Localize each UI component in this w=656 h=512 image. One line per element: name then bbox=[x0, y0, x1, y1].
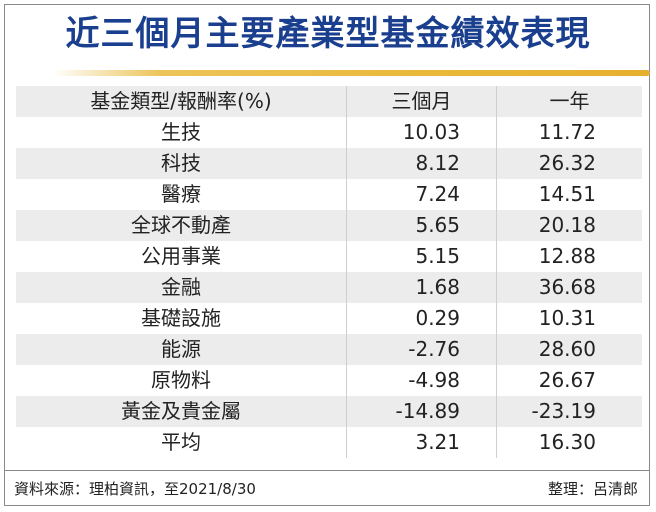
page-title: 近三個月主要產業型基金績效表現 bbox=[65, 14, 591, 54]
title-underline bbox=[52, 70, 650, 76]
fund-type-cell: 科技 bbox=[161, 151, 201, 175]
table-header-row: 基金類型/報酬率(%) 三個月 一年 bbox=[16, 86, 642, 117]
table-row-average: 平均 3.21 16.30 bbox=[16, 427, 642, 458]
table-row: 醫療 7.24 14.51 bbox=[16, 179, 642, 210]
fund-type-cell: 生技 bbox=[161, 120, 201, 144]
fund-type-cell: 金融 bbox=[161, 275, 201, 299]
fund-type-cell: 全球不動產 bbox=[131, 213, 231, 237]
one-year-cell: 11.72 bbox=[496, 117, 642, 148]
one-year-cell: 16.30 bbox=[496, 427, 642, 458]
fund-performance-table: 基金類型/報酬率(%) 三個月 一年 生技 10.03 11.72 科技 8.1… bbox=[16, 86, 642, 458]
fund-type-cell: 能源 bbox=[161, 337, 201, 361]
table-row: 原物料 -4.98 26.67 bbox=[16, 365, 642, 396]
table-row: 黃金及貴金屬 -14.89 -23.19 bbox=[16, 396, 642, 427]
three-month-cell: -4.98 bbox=[346, 365, 496, 396]
three-month-cell: 5.65 bbox=[346, 210, 496, 241]
three-month-cell: 7.24 bbox=[346, 179, 496, 210]
table-row: 公用事業 5.15 12.88 bbox=[16, 241, 642, 272]
header-fund-type: 基金類型/報酬率(%) bbox=[90, 89, 272, 113]
table-row: 生技 10.03 11.72 bbox=[16, 117, 642, 148]
three-month-cell: 1.68 bbox=[346, 272, 496, 303]
one-year-cell: 26.67 bbox=[496, 365, 642, 396]
fund-type-cell: 原物料 bbox=[151, 368, 211, 392]
table-row: 科技 8.12 26.32 bbox=[16, 148, 642, 179]
one-year-cell: 26.32 bbox=[496, 148, 642, 179]
one-year-cell: -23.19 bbox=[496, 396, 642, 427]
fund-type-cell: 醫療 bbox=[161, 182, 201, 206]
table-row: 基礎設施 0.29 10.31 bbox=[16, 303, 642, 334]
one-year-cell: 20.18 bbox=[496, 210, 642, 241]
three-month-cell: 0.29 bbox=[346, 303, 496, 334]
table-row: 全球不動產 5.65 20.18 bbox=[16, 210, 642, 241]
fund-type-cell: 基礎設施 bbox=[141, 306, 221, 330]
one-year-cell: 12.88 bbox=[496, 241, 642, 272]
one-year-cell: 28.60 bbox=[496, 334, 642, 365]
table-row: 金融 1.68 36.68 bbox=[16, 272, 642, 303]
fund-type-cell: 黃金及貴金屬 bbox=[121, 399, 241, 423]
three-month-cell: -14.89 bbox=[346, 396, 496, 427]
editor-credit: 整理：呂清郎 bbox=[547, 480, 638, 498]
header-three-month: 三個月 bbox=[346, 86, 496, 117]
source-note: 資料來源：理柏資訊，至2021/8/30 bbox=[14, 480, 256, 498]
one-year-cell: 14.51 bbox=[496, 179, 642, 210]
one-year-cell: 10.31 bbox=[496, 303, 642, 334]
header-one-year: 一年 bbox=[496, 86, 642, 117]
three-month-cell: 3.21 bbox=[346, 427, 496, 458]
three-month-cell: 10.03 bbox=[346, 117, 496, 148]
three-month-cell: 8.12 bbox=[346, 148, 496, 179]
fund-type-cell: 平均 bbox=[161, 430, 201, 454]
footer: 資料來源：理柏資訊，至2021/8/30 整理：呂清郎 bbox=[4, 470, 650, 507]
three-month-cell: -2.76 bbox=[346, 334, 496, 365]
three-month-cell: 5.15 bbox=[346, 241, 496, 272]
one-year-cell: 36.68 bbox=[496, 272, 642, 303]
table-row: 能源 -2.76 28.60 bbox=[16, 334, 642, 365]
fund-type-cell: 公用事業 bbox=[141, 244, 221, 268]
